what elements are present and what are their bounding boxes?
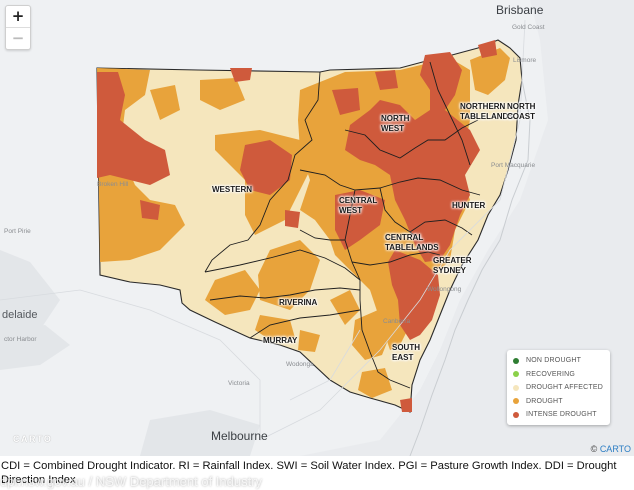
zoom-control: + − <box>5 5 31 50</box>
legend-item-drought-affected: DROUGHT AFFECTED <box>513 381 610 395</box>
legend-label: RECOVERING <box>526 370 576 378</box>
legend-item-non-drought: NON DROUGHT <box>513 354 610 368</box>
region-label-riverina: RIVERINA <box>279 298 318 307</box>
region-label-central-tablelands: CENTRAL TABLELANDS <box>385 233 439 252</box>
city-label-port-macquarie: Port Macquarie <box>491 162 536 169</box>
intense-drought-zones <box>97 40 497 412</box>
city-label-victoria: Victoria <box>228 380 250 387</box>
city-label-broken-hill: Broken Hill <box>97 181 129 188</box>
city-label-gold-coast: Gold Coast <box>512 24 545 31</box>
region-label-north-coast: NORTH COAST <box>507 102 536 121</box>
city-label-wollongong: Wollongong <box>427 286 462 293</box>
spencer-gulf <box>0 250 60 345</box>
region-label-western: WESTERN <box>212 185 252 194</box>
carto-attribution[interactable]: © CARTO <box>591 444 631 454</box>
copyright-symbol: © <box>590 444 598 454</box>
legend-item-drought: DROUGHT <box>513 395 610 409</box>
legend-swatch <box>513 411 519 418</box>
region-label-central-west: CENTRAL WEST <box>339 196 378 215</box>
legend-label: NON DROUGHT <box>526 357 582 365</box>
region-label-greater-sydney: GREATER SYDNEY <box>433 256 472 275</box>
coastline <box>409 79 531 456</box>
legend: NON DROUGHT RECOVERING DROUGHT AFFECTED … <box>507 350 610 425</box>
region-boundaries <box>204 61 481 389</box>
region-label-murray: MURRAY <box>263 336 298 345</box>
city-label-adelaide: delaide <box>2 309 38 321</box>
carto-link[interactable]: CARTO <box>599 444 631 454</box>
region-label-south-east: SOUTH EAST <box>392 343 420 362</box>
legend-swatch <box>513 384 519 391</box>
drought-map[interactable]: + − Brisbane Gold Coast Lismore Port Mac… <box>0 0 634 456</box>
zoom-out-button[interactable]: − <box>6 27 30 49</box>
gulf-st-vincent <box>0 325 70 370</box>
legend-item-recovering: RECOVERING <box>513 368 610 382</box>
legend-label: INTENSE DROUGHT <box>526 411 597 419</box>
bass-strait <box>140 410 260 456</box>
region-label-hunter: HUNTER <box>452 201 486 210</box>
city-label-canberra: Canberra <box>383 318 411 325</box>
legend-label: DROUGHT AFFECTED <box>526 384 603 392</box>
map-canvas <box>0 19 531 456</box>
region-label-north-west: NORTH WEST <box>381 114 410 133</box>
city-label-port-pirie: Port Pirie <box>4 228 31 235</box>
city-label-wodonga: Wodonga <box>286 361 314 368</box>
zoom-in-button[interactable]: + <box>11 7 25 25</box>
city-label-victor-harbor: ctor Harbor <box>4 336 37 343</box>
map-caption: CDI = Combined Drought Indicator. RI = R… <box>1 460 617 486</box>
legend-swatch <box>513 398 519 405</box>
legend-item-intense-drought: INTENSE DROUGHT <box>513 408 610 422</box>
city-label-lismore: Lismore <box>513 57 537 64</box>
legend-swatch <box>513 371 519 378</box>
city-label-brisbane: Brisbane <box>496 3 544 17</box>
city-label-melbourne: Melbourne <box>211 429 268 443</box>
region-label-northern-tablelands: NORTHERN TABLELANDS <box>460 102 514 121</box>
legend-label: DROUGHT <box>526 397 563 405</box>
roads <box>0 19 526 441</box>
carto-logo: CARTO <box>13 434 53 444</box>
source-watermark: dpi.nsw.gov.au / NSW Department of Indus… <box>0 474 263 489</box>
legend-swatch <box>513 357 519 364</box>
